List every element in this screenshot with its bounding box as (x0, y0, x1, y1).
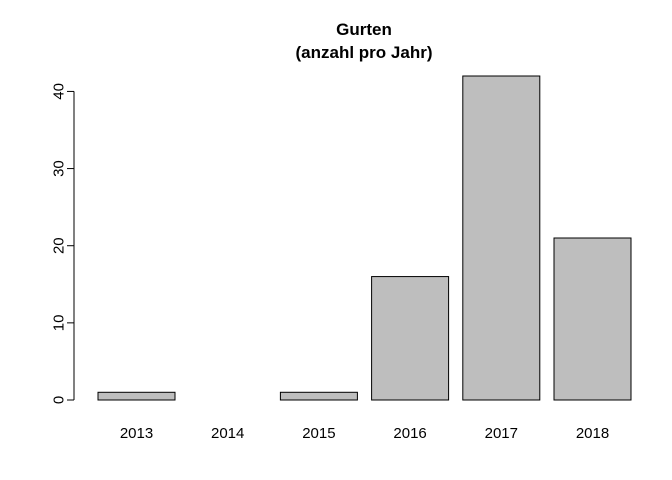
x-tick-label: 2017 (485, 425, 518, 442)
x-tick-label: 2013 (120, 425, 153, 442)
bars-group (97, 75, 632, 401)
chart-subtitle: (anzahl pro Jahr) (296, 43, 433, 62)
x-tick-labels: 2013 2014 2015 2016 2017 2018 (120, 425, 609, 442)
bar-2015 (279, 391, 358, 401)
bar-2017 (462, 75, 541, 401)
y-tick-label: 30 (51, 160, 68, 177)
y-tick-label: 10 (51, 315, 68, 332)
y-tick-label: 40 (51, 83, 68, 100)
x-tick-label: 2018 (576, 425, 609, 442)
bar-2013 (97, 391, 176, 401)
y-axis: 0 10 20 30 40 (51, 83, 75, 404)
x-tick-label: 2016 (393, 425, 426, 442)
x-tick-label: 2015 (302, 425, 335, 442)
x-tick-label: 2014 (211, 425, 244, 442)
bar-2018 (553, 237, 632, 401)
y-tick-label: 0 (51, 396, 68, 404)
chart-title: Gurten (336, 20, 392, 39)
y-tick-label: 20 (51, 237, 68, 254)
bar-2016 (371, 276, 450, 401)
